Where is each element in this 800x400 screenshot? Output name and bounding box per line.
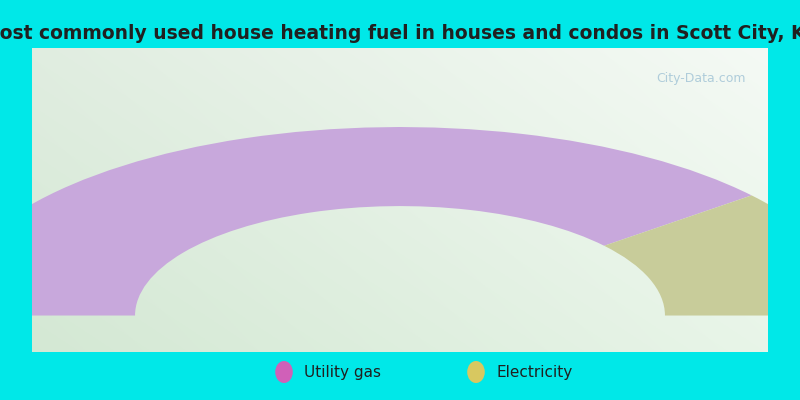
Wedge shape (0, 127, 752, 316)
Ellipse shape (275, 361, 293, 383)
Wedge shape (604, 195, 800, 316)
Text: City-Data.com: City-Data.com (657, 72, 746, 85)
Text: Utility gas: Utility gas (304, 364, 381, 380)
Text: Electricity: Electricity (496, 364, 572, 380)
Text: Most commonly used house heating fuel in houses and condos in Scott City, KS: Most commonly used house heating fuel in… (0, 24, 800, 43)
Ellipse shape (467, 361, 485, 383)
